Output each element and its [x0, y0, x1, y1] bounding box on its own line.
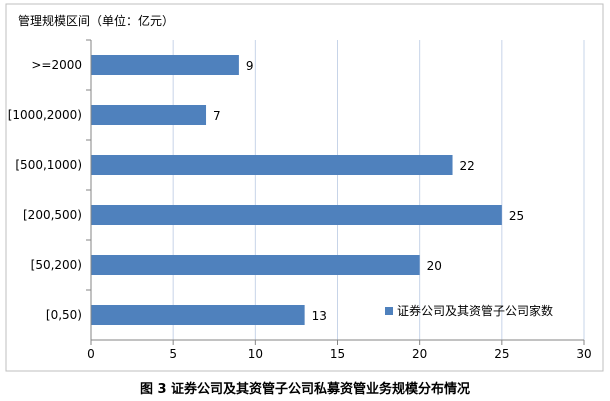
- bar: [91, 55, 239, 75]
- bar-data-label: 9: [246, 59, 254, 73]
- x-tick-label: 20: [412, 347, 427, 361]
- bar: [91, 205, 502, 225]
- bar-data-label: 22: [460, 159, 475, 173]
- bar: [91, 255, 420, 275]
- y-category-label: [200,500): [23, 208, 82, 222]
- bars: 9 7 22 25 20 13: [91, 55, 524, 325]
- y-axis-title: 管理规模区间（单位：亿元）: [18, 13, 174, 28]
- figure-caption: 图 3 证券公司及其资管子公司私募资管业务规模分布情况: [140, 381, 470, 397]
- y-category-label: [500,1000): [15, 158, 82, 172]
- y-category-label: >=2000: [31, 58, 82, 72]
- bar: [91, 305, 305, 325]
- legend: 证券公司及其资管子公司家数: [385, 303, 553, 318]
- bar: [91, 105, 207, 125]
- x-tick-label: 5: [169, 347, 177, 361]
- bar-data-label: 7: [213, 109, 221, 123]
- y-category-label: [0,50): [46, 308, 82, 322]
- bar-data-label: 20: [427, 259, 442, 273]
- bar-data-label: 13: [312, 309, 327, 323]
- x-tick-label: 15: [330, 347, 345, 361]
- legend-swatch: [385, 307, 393, 315]
- grid-lines: [172, 40, 585, 340]
- axes: 0 5 10 15 20 25 30 >=2000 [1000,2000) [500,1000) […: [8, 39, 592, 361]
- x-tick-label: 0: [87, 347, 95, 361]
- bar-data-label: 25: [509, 209, 524, 223]
- x-tick-label: 30: [576, 347, 591, 361]
- legend-label: 证券公司及其资管子公司家数: [397, 303, 553, 318]
- x-tick-label: 10: [248, 347, 263, 361]
- x-tick-label: 25: [494, 347, 509, 361]
- y-category-label: [1000,2000): [8, 108, 82, 122]
- y-category-label: [50,200): [31, 258, 82, 272]
- bar: [91, 155, 453, 175]
